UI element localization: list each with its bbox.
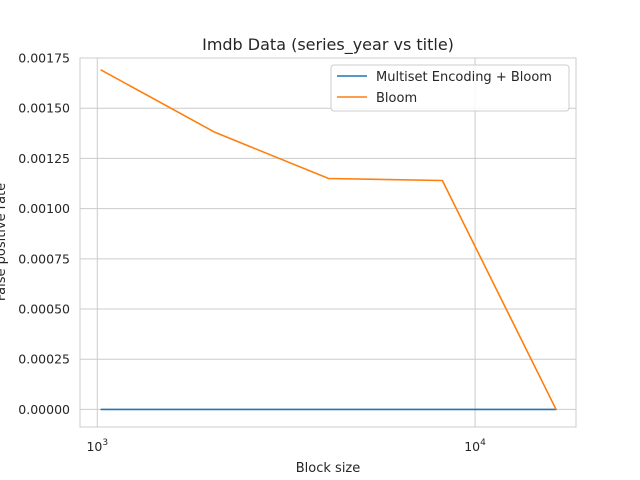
y-axis-label: False positive rate xyxy=(0,183,9,301)
series-line-bloom xyxy=(100,69,557,411)
x-tick-label: 104 xyxy=(464,438,486,454)
y-tick-label: 0.00100 xyxy=(18,201,70,216)
y-tick-label: 0.00000 xyxy=(18,402,70,417)
x-tick-label: 103 xyxy=(86,438,108,454)
plot-area-frame xyxy=(79,57,577,428)
y-tick-label: 0.00075 xyxy=(18,251,70,266)
y-tick-label: 0.00025 xyxy=(18,352,70,367)
legend-label-multiset: Multiset Encoding + Bloom xyxy=(376,70,552,85)
series-layer xyxy=(100,69,557,411)
chart-title: Imdb Data (series_year vs title) xyxy=(202,35,454,55)
x-axis-label: Block size xyxy=(296,461,361,476)
y-tick-label: 0.00175 xyxy=(18,51,70,66)
tick-labels: 0.00000 0.00025 0.00050 0.00075 0.00100 0.001… xyxy=(18,51,486,455)
legend: Multiset Encoding + Bloom Bloom xyxy=(330,64,570,112)
y-tick-label: 0.00125 xyxy=(18,151,70,166)
y-tick-label: 0.00150 xyxy=(18,101,70,116)
y-tick-label: 0.00050 xyxy=(18,302,70,317)
legend-label-bloom: Bloom xyxy=(376,91,417,106)
legend-box xyxy=(330,64,570,112)
